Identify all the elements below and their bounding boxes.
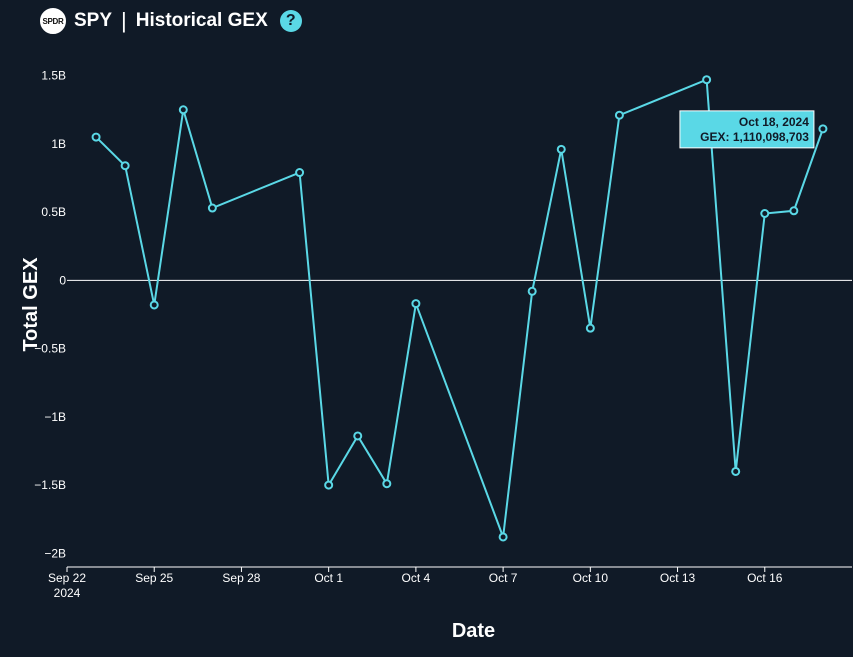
y-tick-label: −1.5B bbox=[34, 478, 66, 492]
y-tick-label: 0 bbox=[59, 273, 66, 287]
y-tick-label: −1B bbox=[44, 410, 66, 424]
x-tick-label: Oct 10 bbox=[573, 571, 609, 585]
data-point[interactable] bbox=[731, 466, 741, 476]
ticker-symbol: SPY bbox=[74, 10, 113, 31]
y-tick-label: 1.5B bbox=[41, 69, 66, 83]
data-point[interactable] bbox=[149, 300, 159, 310]
data-point[interactable] bbox=[353, 431, 363, 441]
tooltip-date: Oct 18, 2024 bbox=[739, 115, 809, 129]
title-separator: | bbox=[121, 8, 127, 33]
chart-title: Historical GEX bbox=[135, 10, 268, 31]
tooltip-box bbox=[679, 110, 815, 149]
data-point[interactable] bbox=[760, 209, 770, 218]
data-point[interactable] bbox=[324, 480, 334, 490]
x-tick-label: Oct 13 bbox=[660, 571, 696, 585]
data-point[interactable] bbox=[527, 286, 537, 296]
y-tick-label: −2B bbox=[44, 546, 66, 560]
data-point[interactable] bbox=[818, 124, 828, 134]
data-points bbox=[91, 75, 828, 542]
data-point[interactable] bbox=[91, 132, 101, 142]
y-tick-label: −0.5B bbox=[34, 342, 66, 356]
data-point[interactable] bbox=[702, 75, 712, 85]
chart-header: SPDR SPY | Historical GEX ? bbox=[40, 6, 302, 36]
data-point[interactable] bbox=[614, 110, 624, 120]
data-point[interactable] bbox=[120, 161, 130, 171]
data-point[interactable] bbox=[556, 144, 566, 154]
data-point[interactable] bbox=[498, 532, 508, 542]
x-tick-label: Oct 7 bbox=[489, 571, 518, 585]
y-tick-label: 1B bbox=[51, 137, 66, 151]
gex-series-line bbox=[95, 78, 824, 538]
data-point[interactable] bbox=[411, 299, 421, 309]
x-tick-label: Sep 25 bbox=[135, 571, 173, 585]
tooltip-value: GEX: 1,110,098,703 bbox=[700, 130, 809, 144]
logo-text: SPDR bbox=[42, 16, 64, 26]
y-axis-ticks: 1.5B 1B 0.5B 0 −0.5B −1B −1.5B −2B bbox=[34, 69, 66, 561]
question-circle-icon[interactable]: ? bbox=[279, 10, 302, 32]
x-tick-label: Oct 1 bbox=[314, 571, 343, 585]
data-point[interactable] bbox=[585, 323, 595, 333]
x-tick-label: Oct 16 bbox=[747, 571, 783, 585]
data-point[interactable] bbox=[207, 203, 217, 213]
x-tick-sublabel: 2024 bbox=[54, 586, 81, 600]
x-axis-title: Date bbox=[452, 620, 495, 642]
y-axis-title: Total GEX bbox=[20, 257, 42, 352]
y-tick-label: 0.5B bbox=[41, 205, 66, 219]
spdr-logo: SPDR bbox=[40, 8, 66, 34]
x-tick-label: Sep 22 bbox=[48, 571, 86, 585]
hover-tooltip: Oct 18, 2024 GEX: 1,110,098,703 bbox=[679, 110, 815, 149]
data-point[interactable] bbox=[295, 168, 305, 178]
x-tick-label: Sep 28 bbox=[222, 571, 260, 585]
data-point[interactable] bbox=[178, 105, 188, 115]
data-point[interactable] bbox=[382, 479, 392, 489]
x-tick-label: Oct 4 bbox=[402, 571, 431, 585]
data-point[interactable] bbox=[789, 206, 799, 216]
